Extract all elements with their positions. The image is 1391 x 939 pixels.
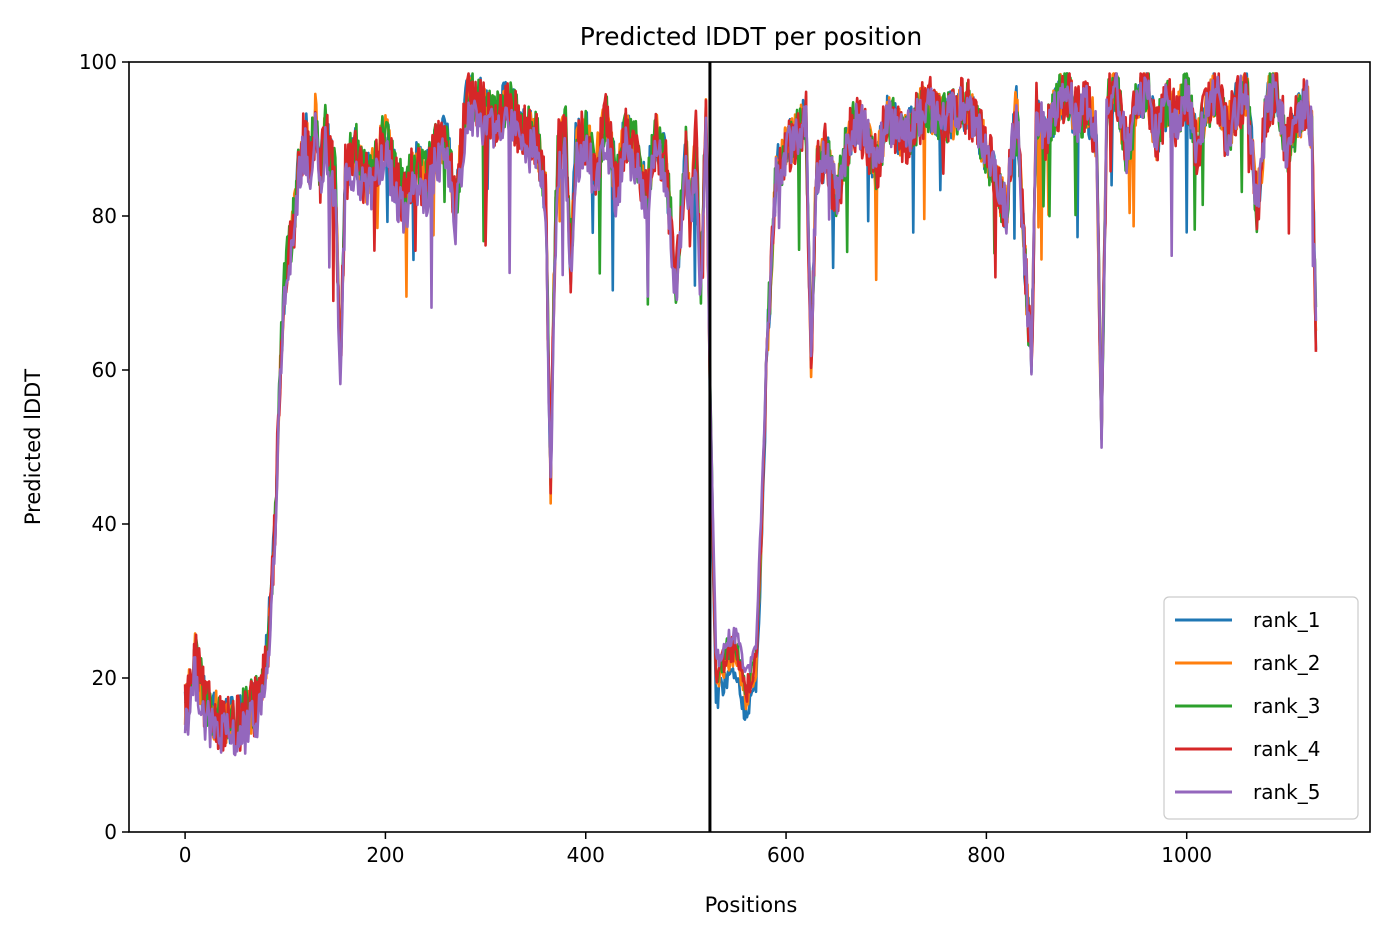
y-tick-label: 60 (92, 358, 117, 382)
chart-title: Predicted lDDT per position (580, 22, 922, 51)
legend-label-rank-3: rank_3 (1253, 694, 1320, 718)
series-line-rank-5 (183, 72, 1318, 757)
legend-box (1163, 596, 1359, 820)
x-tick-label: 800 (967, 843, 1005, 867)
legend: rank_1 rank_2 rank_3 rank_4 rank_5 (1163, 596, 1359, 820)
x-axis-label: Positions (705, 893, 798, 917)
x-tick-label: 600 (767, 843, 805, 867)
x-tick-label: 200 (366, 843, 404, 867)
legend-label-rank-1: rank_1 (1253, 608, 1320, 632)
legend-label-rank-4: rank_4 (1253, 737, 1320, 761)
x-tick-label: 400 (567, 843, 605, 867)
y-axis: 0 20 40 60 80 100 (79, 50, 129, 844)
plot-frame (128, 61, 1371, 833)
legend-label-rank-2: rank_2 (1253, 651, 1320, 675)
y-tick-label: 40 (92, 512, 117, 536)
x-axis: 0 200 400 600 800 1000 (179, 832, 1212, 867)
y-tick-label: 100 (79, 50, 117, 74)
x-tick-label: 1000 (1161, 843, 1212, 867)
series-layer (183, 72, 1318, 757)
x-tick-label: 0 (179, 843, 192, 867)
y-tick-label: 20 (92, 666, 117, 690)
y-tick-label: 80 (92, 204, 117, 228)
legend-label-rank-5: rank_5 (1253, 780, 1320, 804)
y-axis-label: Predicted lDDT (21, 369, 45, 525)
y-tick-label: 0 (104, 820, 117, 844)
